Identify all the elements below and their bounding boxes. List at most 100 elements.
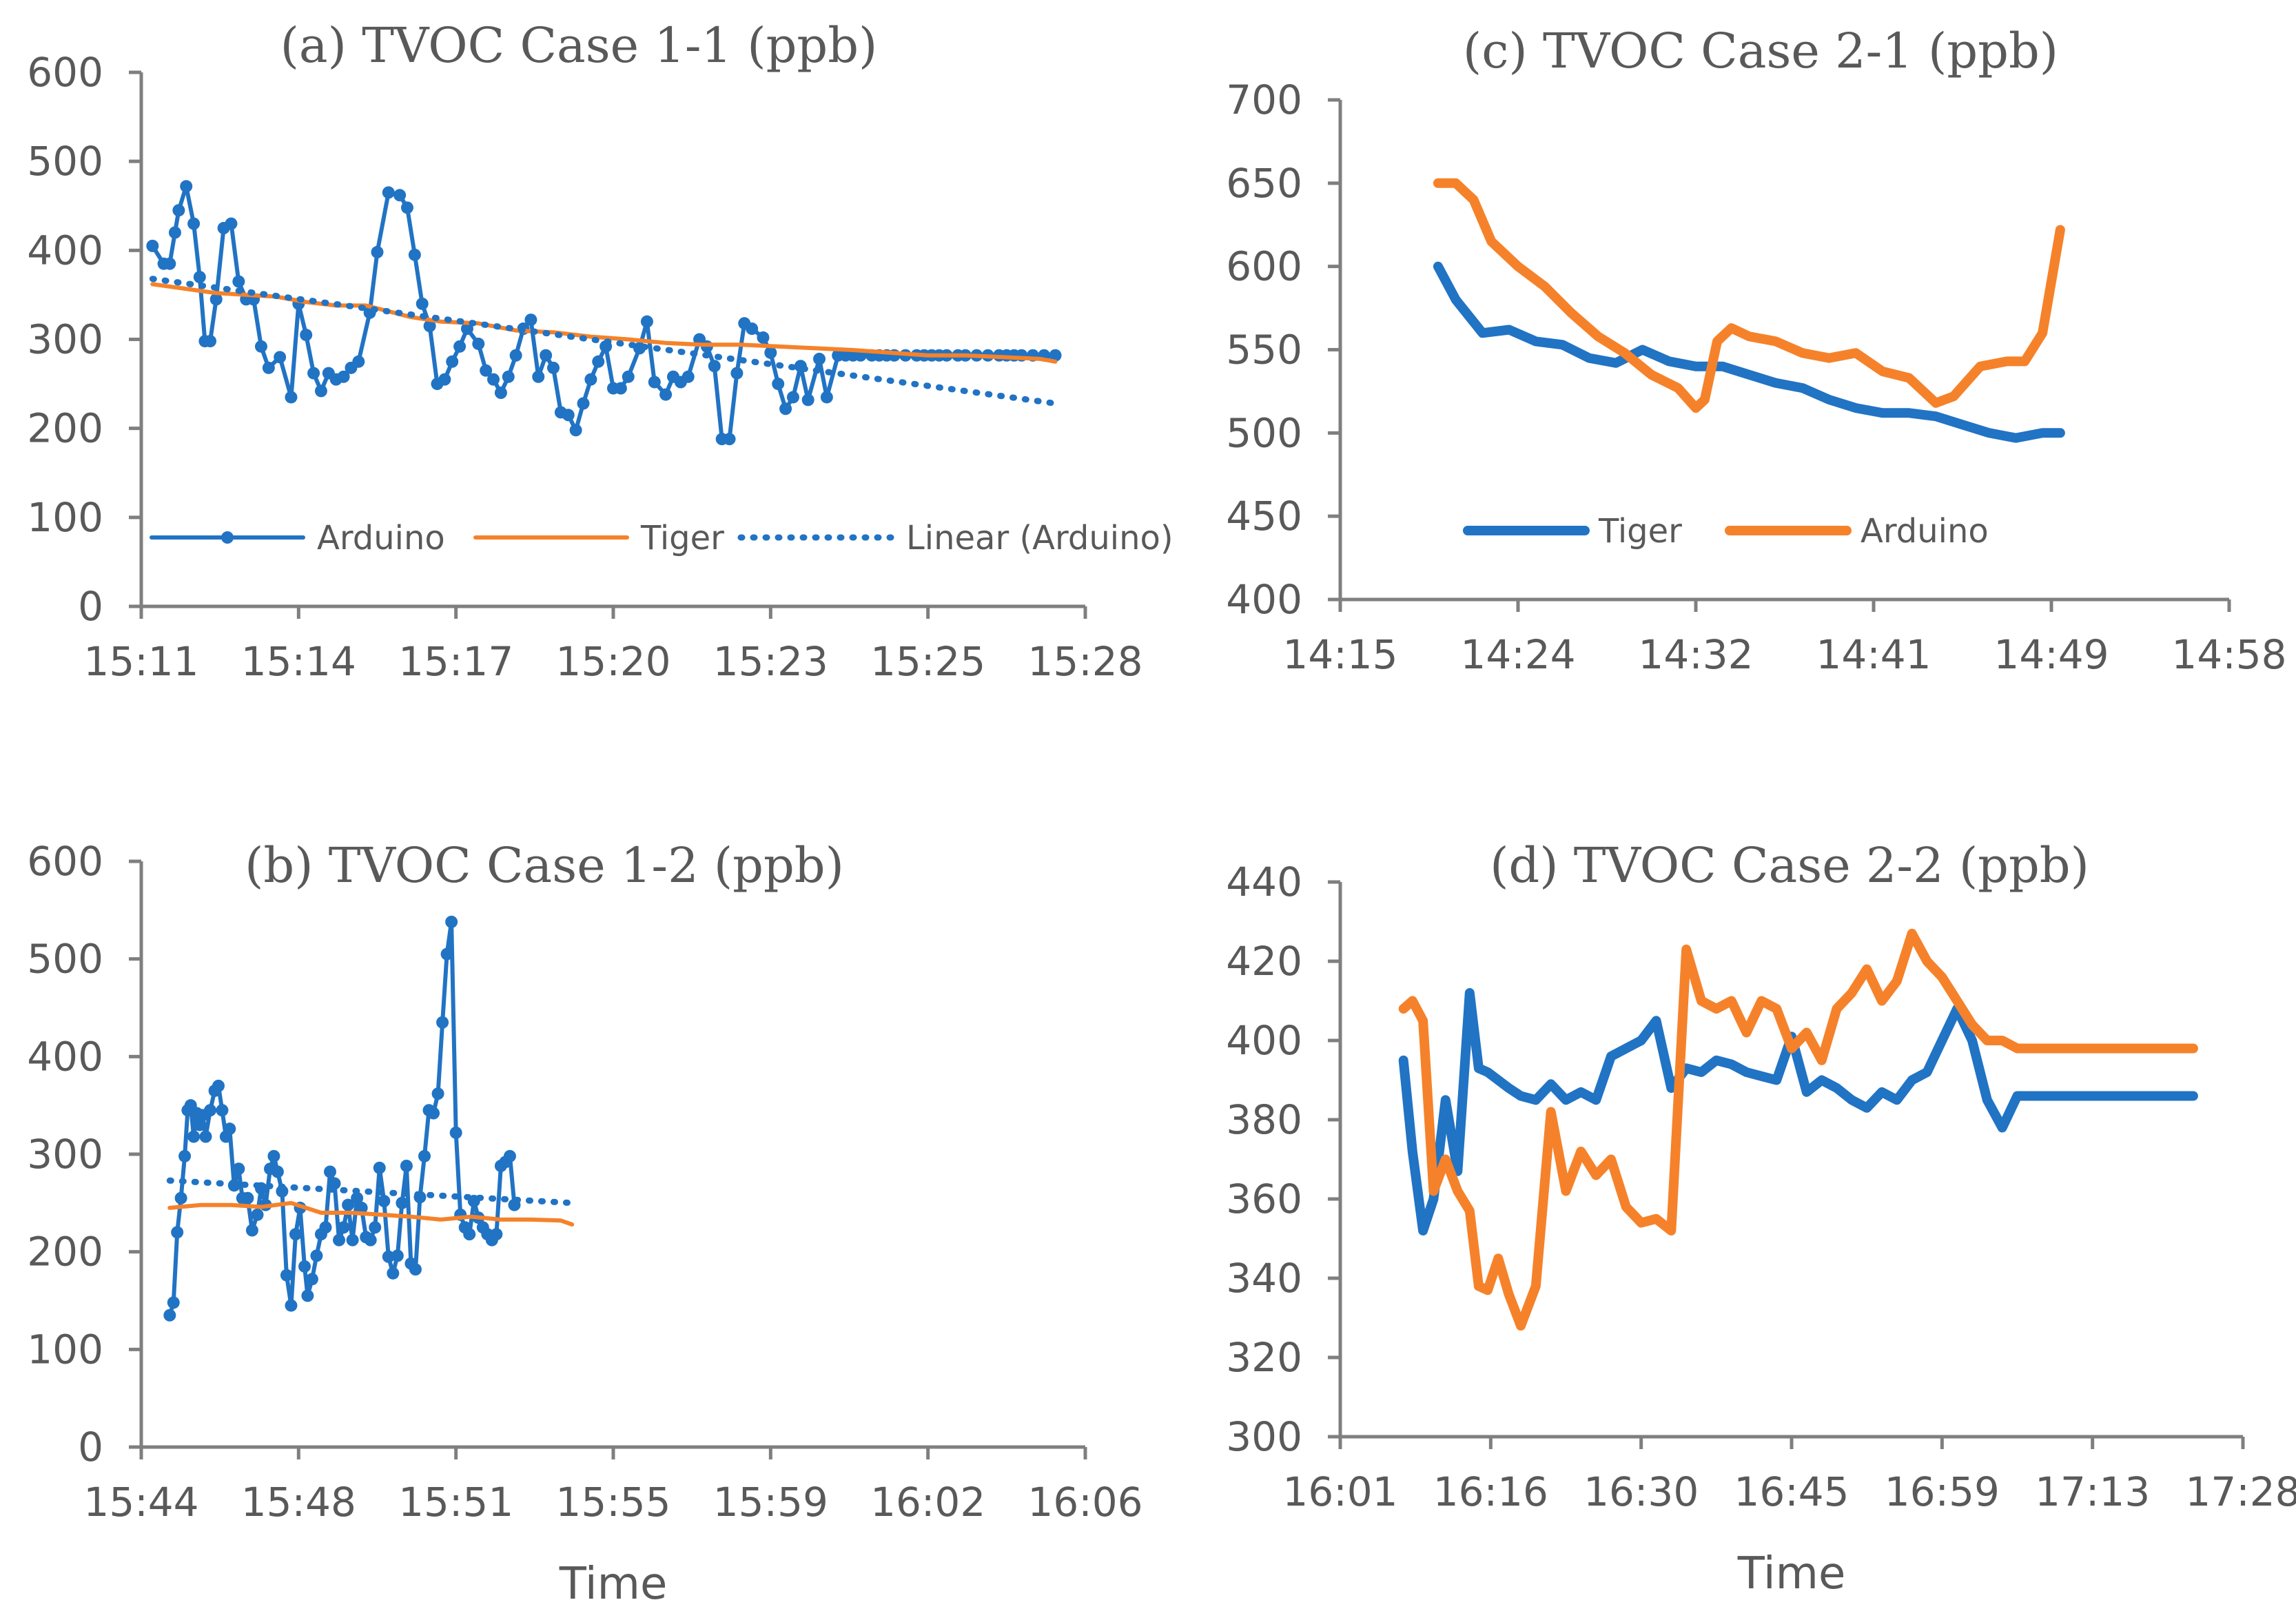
chart-title: (b) TVOC Case 1-2 (ppb) <box>245 837 844 894</box>
x-tick-label: 16:45 <box>1734 1468 1849 1515</box>
data-point <box>216 1104 229 1117</box>
chart-b: (b) TVOC Case 1-2 (ppb) 0 100 200 300 400 500 6… <box>27 837 1142 1610</box>
data-point <box>592 355 605 368</box>
data-point <box>373 1161 386 1174</box>
data-point <box>187 217 201 230</box>
legend-label: Arduino <box>1861 512 1989 551</box>
data-point <box>223 1122 236 1136</box>
data-point <box>378 1195 391 1207</box>
y-tick-label: 400 <box>27 1033 103 1080</box>
data-point <box>416 297 429 310</box>
data-point <box>445 915 458 928</box>
data-point <box>562 409 575 422</box>
y-tick-label: 600 <box>1226 243 1302 290</box>
x-tick-label: 16:30 <box>1583 1468 1699 1515</box>
data-point <box>423 320 436 333</box>
chart-c: (c) TVOC Case 2-1 (ppb) 400 450 500 550 600 65… <box>1226 23 2286 678</box>
data-point <box>172 204 185 217</box>
data-point <box>301 1289 314 1302</box>
data-point <box>393 189 407 202</box>
x-axis-title: Time <box>1737 1548 1846 1599</box>
y-tick-label: 500 <box>27 936 103 983</box>
x-axis-title: Time <box>559 1559 668 1610</box>
series-line-tiger <box>1398 988 2198 1235</box>
data-point <box>225 217 238 230</box>
data-point <box>241 1191 254 1204</box>
data-point <box>569 424 582 437</box>
data-point <box>472 337 485 350</box>
data-point <box>387 1267 400 1280</box>
y-tick-label: 400 <box>27 227 103 274</box>
legend-label: Linear (Arduino) <box>906 519 1173 557</box>
y-tick-label: 100 <box>27 494 103 541</box>
data-point <box>708 360 721 373</box>
legend-label: Arduino <box>317 519 445 557</box>
data-point <box>436 1016 449 1029</box>
data-point <box>487 373 500 386</box>
y-tick-label: 340 <box>1226 1255 1302 1302</box>
data-point <box>801 393 814 407</box>
data-point <box>209 293 223 306</box>
x-tick-label: 15:14 <box>241 638 356 685</box>
x-tick-label: 17:28 <box>2185 1468 2296 1515</box>
data-point <box>163 1309 176 1322</box>
data-point <box>463 1228 476 1241</box>
data-point <box>285 1299 298 1312</box>
series-line-linear-arduino- <box>149 276 1058 407</box>
legend-marker <box>221 531 234 544</box>
data-point <box>146 239 159 252</box>
y-tick-label: 550 <box>1226 327 1302 373</box>
data-point <box>757 331 770 344</box>
data-point <box>427 1107 440 1120</box>
data-point <box>772 378 785 391</box>
data-point <box>524 314 537 327</box>
y-tick-label: 300 <box>27 1131 103 1178</box>
y-tick-label: 200 <box>27 1229 103 1275</box>
y-tick-label: 360 <box>1226 1176 1302 1222</box>
data-point <box>438 373 451 386</box>
data-point <box>178 1149 192 1162</box>
data-point <box>503 1149 516 1162</box>
data-point <box>577 397 590 410</box>
data-point <box>382 1250 395 1263</box>
data-point <box>171 1226 184 1239</box>
data-point <box>274 351 287 364</box>
y-tick-label: 200 <box>27 405 103 452</box>
data-point <box>509 349 522 362</box>
data-point <box>460 322 473 335</box>
x-tick-label: 15:55 <box>555 1479 670 1526</box>
data-point <box>490 1228 503 1241</box>
chart-d: (d) TVOC Case 2-2 (ppb) 300 320 340 360 380 40… <box>1226 837 2296 1599</box>
data-point <box>400 201 413 214</box>
data-point <box>271 1165 284 1178</box>
data-point <box>187 1130 201 1143</box>
data-point <box>408 248 421 261</box>
data-point <box>547 361 560 374</box>
data-point <box>391 1249 404 1262</box>
data-point <box>540 349 553 362</box>
data-point <box>382 186 395 199</box>
data-point <box>232 1162 245 1176</box>
data-point <box>163 257 176 270</box>
data-point <box>180 180 193 193</box>
series-line-arduino <box>1398 928 2198 1331</box>
data-point <box>364 1233 377 1247</box>
data-point <box>786 391 799 404</box>
y-tick-label: 600 <box>27 838 103 885</box>
x-tick-label: 14:58 <box>2171 631 2286 678</box>
chart-title: (a) TVOC Case 1-1 (ppb) <box>280 17 878 74</box>
y-tick-label: 400 <box>1226 576 1302 623</box>
data-point <box>305 1273 318 1286</box>
legend: Tiger Arduino <box>1463 512 1989 551</box>
y-tick-label: 600 <box>27 49 103 96</box>
y-tick-label: 420 <box>1226 938 1302 985</box>
x-tick-label: 16:01 <box>1282 1468 1397 1515</box>
x-tick-label: 14:24 <box>1460 631 1575 678</box>
data-point <box>400 1160 413 1172</box>
data-point <box>659 388 673 401</box>
y-tick-label: 400 <box>1226 1017 1302 1064</box>
series-line-tiger <box>167 1200 575 1227</box>
data-point <box>167 1296 180 1309</box>
y-tick-label: 0 <box>78 1424 103 1470</box>
data-point <box>371 245 384 258</box>
